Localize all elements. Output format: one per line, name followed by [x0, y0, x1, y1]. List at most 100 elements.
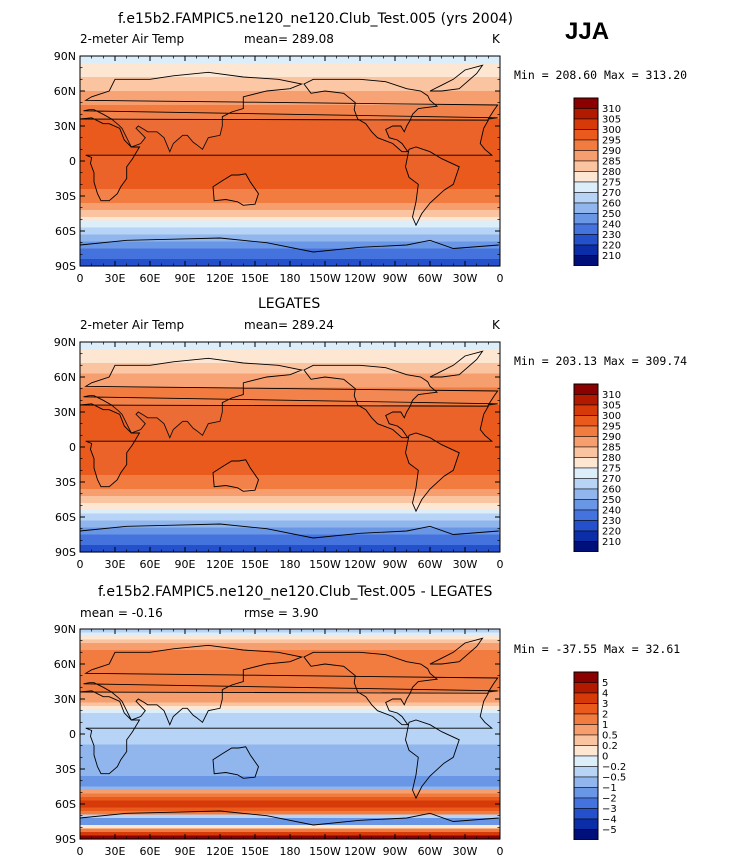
x-tick-label: 120E	[206, 845, 234, 858]
colorbar-swatch	[573, 394, 599, 406]
field-band	[80, 765, 500, 770]
field-band	[80, 769, 500, 774]
colorbar-label: 295	[602, 422, 621, 433]
colorbar-swatch	[573, 478, 599, 490]
x-tick-label: 60E	[140, 272, 161, 285]
colorbar-swatch	[573, 713, 599, 725]
field-band	[80, 688, 500, 693]
coastline	[212, 459, 259, 492]
panel1-coast	[79, 64, 499, 253]
colorbar-label: 280	[602, 453, 621, 464]
y-tick-label: 60S	[55, 511, 76, 524]
y-tick-label: 90N	[54, 50, 76, 63]
field-band	[80, 692, 500, 697]
colorbar-label: 240	[602, 506, 621, 517]
field-band	[80, 178, 500, 183]
panel1-minmax: Min = 208.60 Max = 313.20	[514, 68, 688, 82]
field-band	[80, 492, 500, 497]
y-tick-label: 30N	[54, 693, 76, 706]
x-tick-label: 0	[497, 272, 504, 285]
field-band	[80, 527, 500, 532]
colorbar-swatch	[573, 436, 599, 448]
field-band	[80, 639, 500, 644]
x-tick-label: 90E	[175, 272, 196, 285]
panel1-map: 0 30E 60E 90E 120E 150E 180 150W 120W 90W 60W 30W 09…	[54, 50, 504, 285]
colorbar-swatch	[573, 499, 599, 511]
field-band	[80, 133, 500, 138]
field-band	[80, 175, 500, 180]
coastline	[79, 690, 494, 775]
field-band	[80, 485, 500, 490]
colorbar-swatch	[573, 118, 599, 130]
field-band	[80, 161, 500, 166]
field-band	[80, 737, 500, 742]
field-band	[80, 91, 500, 96]
field-band	[80, 513, 500, 518]
colorbar-label: 0.2	[602, 741, 618, 752]
field-band	[80, 182, 500, 187]
field-band	[80, 779, 500, 784]
panel2-units-label: K	[492, 318, 500, 332]
field-band	[80, 252, 500, 257]
field-band	[80, 657, 500, 662]
field-band	[80, 185, 500, 190]
x-tick-label: 120E	[206, 558, 234, 571]
panel2-minmax: Min = 203.13 Max = 309.74	[514, 354, 688, 368]
y-tick-label: 90N	[54, 336, 76, 349]
colorbar-swatch	[573, 192, 599, 204]
colorbar-label: 210	[602, 537, 621, 548]
colorbar-swatch	[573, 520, 599, 532]
field-band	[80, 447, 500, 452]
field-band	[80, 119, 500, 124]
panel2-colorbar: 3103053002952902852802752702602502402302…	[573, 383, 621, 552]
colorbar-swatch	[573, 234, 599, 246]
field-band	[80, 454, 500, 459]
field-band	[80, 793, 500, 798]
coastline	[303, 364, 439, 439]
colorbar-label: −2	[602, 794, 617, 805]
coastline	[405, 719, 460, 800]
x-tick-label: 90W	[383, 845, 408, 858]
colorbar-swatch	[573, 724, 599, 736]
colorbar-label: 275	[602, 178, 621, 189]
panel1-left-label: 2-meter Air Temp	[80, 32, 185, 46]
colorbar-label: 230	[602, 230, 621, 241]
y-tick-label: 0	[69, 441, 76, 454]
colorbar-swatch	[573, 181, 599, 193]
colorbar-swatch	[573, 467, 599, 479]
field-band	[80, 122, 500, 127]
field-band	[80, 730, 500, 735]
field-band	[80, 189, 500, 194]
x-tick-label: 60E	[140, 845, 161, 858]
field-band	[80, 468, 500, 473]
field-band	[80, 450, 500, 455]
field-band	[80, 415, 500, 420]
field-band	[80, 380, 500, 385]
colorbar-swatch	[573, 129, 599, 141]
field-band	[80, 807, 500, 812]
coastline	[83, 357, 499, 439]
field-band	[80, 359, 500, 364]
colorbar-label: −1	[602, 783, 617, 794]
field-band	[80, 115, 500, 120]
colorbar-swatch	[573, 223, 599, 235]
colorbar-label: 3	[602, 699, 608, 710]
colorbar-swatch	[573, 530, 599, 542]
colorbar-label: 0.5	[602, 731, 618, 742]
y-tick-label: 90S	[55, 260, 76, 273]
field-band	[80, 520, 500, 525]
field-band	[80, 786, 500, 791]
field-band	[80, 433, 500, 438]
field-band	[80, 825, 500, 830]
x-tick-label: 180	[280, 558, 301, 571]
field-band	[80, 401, 500, 406]
x-tick-label: 150E	[241, 272, 269, 285]
panel3-minmax: Min = -37.55 Max = 32.61	[514, 642, 681, 656]
colorbar-swatch	[573, 202, 599, 214]
y-tick-label: 30S	[55, 763, 76, 776]
colorbar-label: −4	[602, 815, 617, 826]
field-band	[80, 667, 500, 672]
colorbar-swatch	[573, 446, 599, 458]
field-band	[80, 147, 500, 152]
field-band	[80, 695, 500, 700]
